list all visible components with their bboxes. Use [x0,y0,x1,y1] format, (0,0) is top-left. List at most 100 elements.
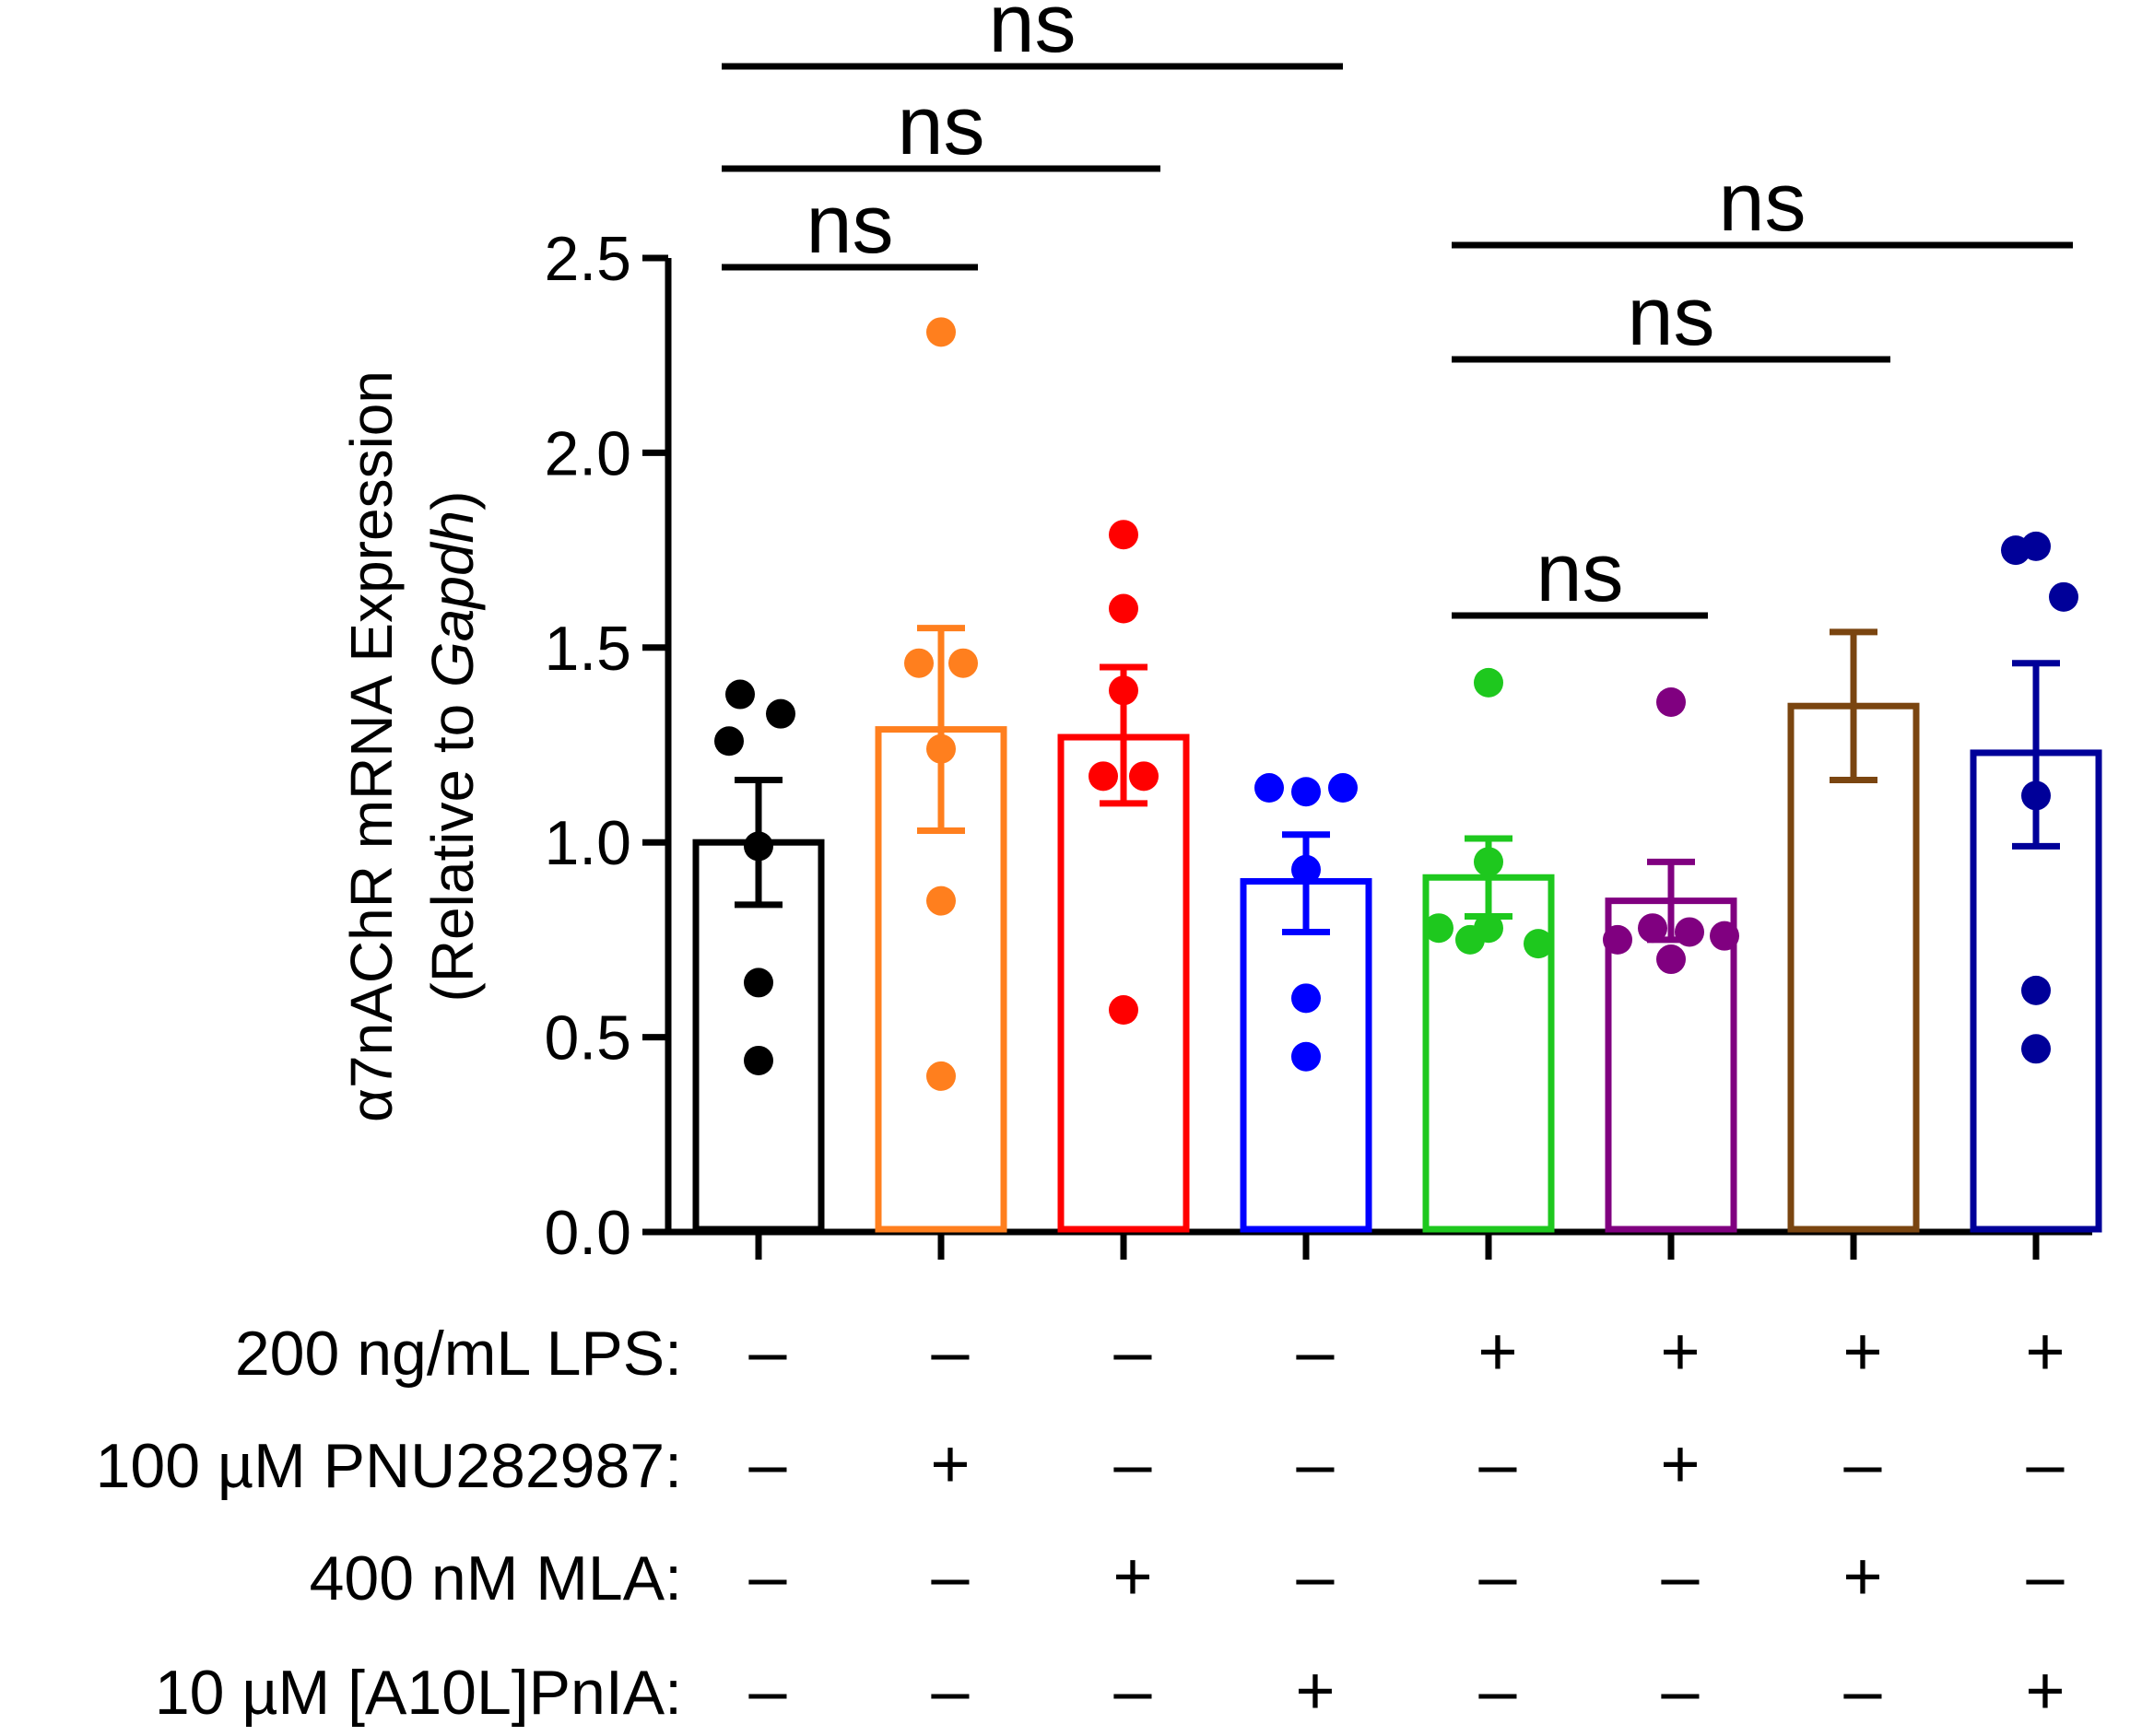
data-point [948,648,978,678]
bar-group [875,317,1007,1260]
significance-label: ns [1627,271,1714,363]
condition-sign: – [1478,1538,1517,1614]
data-point [725,679,755,710]
bar [1787,702,1920,1233]
condition-sign: – [748,1425,787,1502]
condition-sign: + [1842,1538,1882,1614]
bar-group [1787,628,1920,1260]
condition-sign: + [1477,1313,1517,1390]
condition-sign: – [1661,1538,1700,1614]
data-point [744,831,773,862]
condition-sign: – [748,1538,787,1614]
condition-sign: – [2026,1538,2065,1614]
data-point [744,968,773,998]
condition-table: 200 ng/mL LPS: – – – – + + + +100 µM PNU282987: –… [96,1313,2066,1729]
y-axis-label-main: α7nAChR mRNA Expression [338,370,405,1122]
condition-sign: – [1478,1425,1517,1502]
data-point [1109,593,1138,624]
condition-label: 200 ng/mL LPS: [235,1319,682,1389]
data-point [1291,983,1321,1014]
data-point [1474,847,1503,877]
condition-sign: – [2026,1425,2065,1502]
significance-bracket: ns [1452,527,1708,619]
data-point [1109,675,1138,706]
condition-sign: – [748,1652,787,1729]
data-point [1455,924,1485,955]
condition-sign: – [1113,1652,1152,1729]
condition-sign: + [2025,1313,2065,1390]
data-point [1524,929,1553,959]
data-point [926,317,956,347]
bar [1057,733,1190,1233]
data-point [926,1061,956,1091]
data-point [1291,854,1321,885]
condition-sign: + [1842,1313,1882,1390]
y-axis-label-sub: (Relative to Gapdh) [419,491,486,1003]
y-tick-label: 0.5 [544,1003,631,1073]
data-point [744,1045,773,1075]
condition-sign: – [931,1538,970,1614]
y-tick-label: 1.5 [544,614,631,684]
y-tick-label: 2.0 [544,418,631,488]
condition-sign: – [1113,1313,1152,1390]
significance-bracket: ns [1452,157,2073,249]
bar-group [1057,520,1190,1260]
condition-label: 100 µM PNU282987: [96,1431,682,1501]
data-point [2021,1034,2051,1064]
condition-sign: – [1113,1425,1152,1502]
data-point [1656,686,1686,717]
condition-label: 10 µM [A10L]PnIA: [155,1658,682,1728]
data-point [1656,944,1686,975]
significance-label: ns [897,80,984,172]
y-tick-label: 2.5 [544,224,631,294]
significance-bracket: ns [1452,271,1890,363]
data-point [1603,924,1632,955]
data-point [926,733,956,764]
condition-row: 100 µM PNU282987: – + – – – + – – [96,1425,2066,1502]
condition-sign: – [1843,1652,1882,1729]
condition-sign: – [1296,1313,1335,1390]
data-point [714,726,744,757]
bar-group [1240,773,1372,1260]
bar-group [1422,667,1555,1260]
y-tick-label: 1.0 [544,808,631,878]
condition-row: 200 ng/mL LPS: – – – – + + + + [235,1313,2066,1390]
condition-sign: + [1295,1652,1335,1729]
condition-sign: – [748,1313,787,1390]
data-point [1424,913,1454,944]
condition-sign: + [1112,1538,1152,1614]
significance-bracket: ns [722,179,978,271]
data-point [1254,773,1284,803]
axes: 0.0 0.5 1.0 1.5 2.0 2.5 [544,224,2092,1268]
data-point [2021,975,2051,1005]
data-point [2049,581,2078,612]
significance-bracket: ns [722,0,1343,70]
condition-label: 400 nM MLA: [310,1543,682,1613]
data-point [1129,761,1159,792]
data-point [1710,921,1739,951]
significance-label: ns [806,179,893,271]
condition-sign: – [1843,1425,1882,1502]
y-axis-label: α7nAChR mRNA Expression (Relative to Gap… [338,370,486,1122]
condition-sign: – [1296,1538,1335,1614]
data-point [926,886,956,916]
data-point [1291,1041,1321,1072]
significance-label: ns [1536,527,1623,619]
data-point [1638,913,1667,944]
bar-group [1970,531,2102,1260]
significance-label: ns [988,0,1076,70]
condition-sign: – [1296,1425,1335,1502]
data-point [904,648,934,678]
bars [692,317,2102,1260]
condition-sign: – [931,1652,970,1729]
condition-sign: – [1478,1652,1517,1729]
condition-sign: + [930,1425,970,1502]
significance-label: ns [1718,157,1806,249]
condition-row: 10 µM [A10L]PnIA: – – – + – – – + [155,1652,2066,1729]
data-point [1474,667,1503,698]
significance-bracket: ns [722,80,1160,172]
condition-sign: + [1660,1313,1700,1390]
data-point [1089,761,1118,792]
